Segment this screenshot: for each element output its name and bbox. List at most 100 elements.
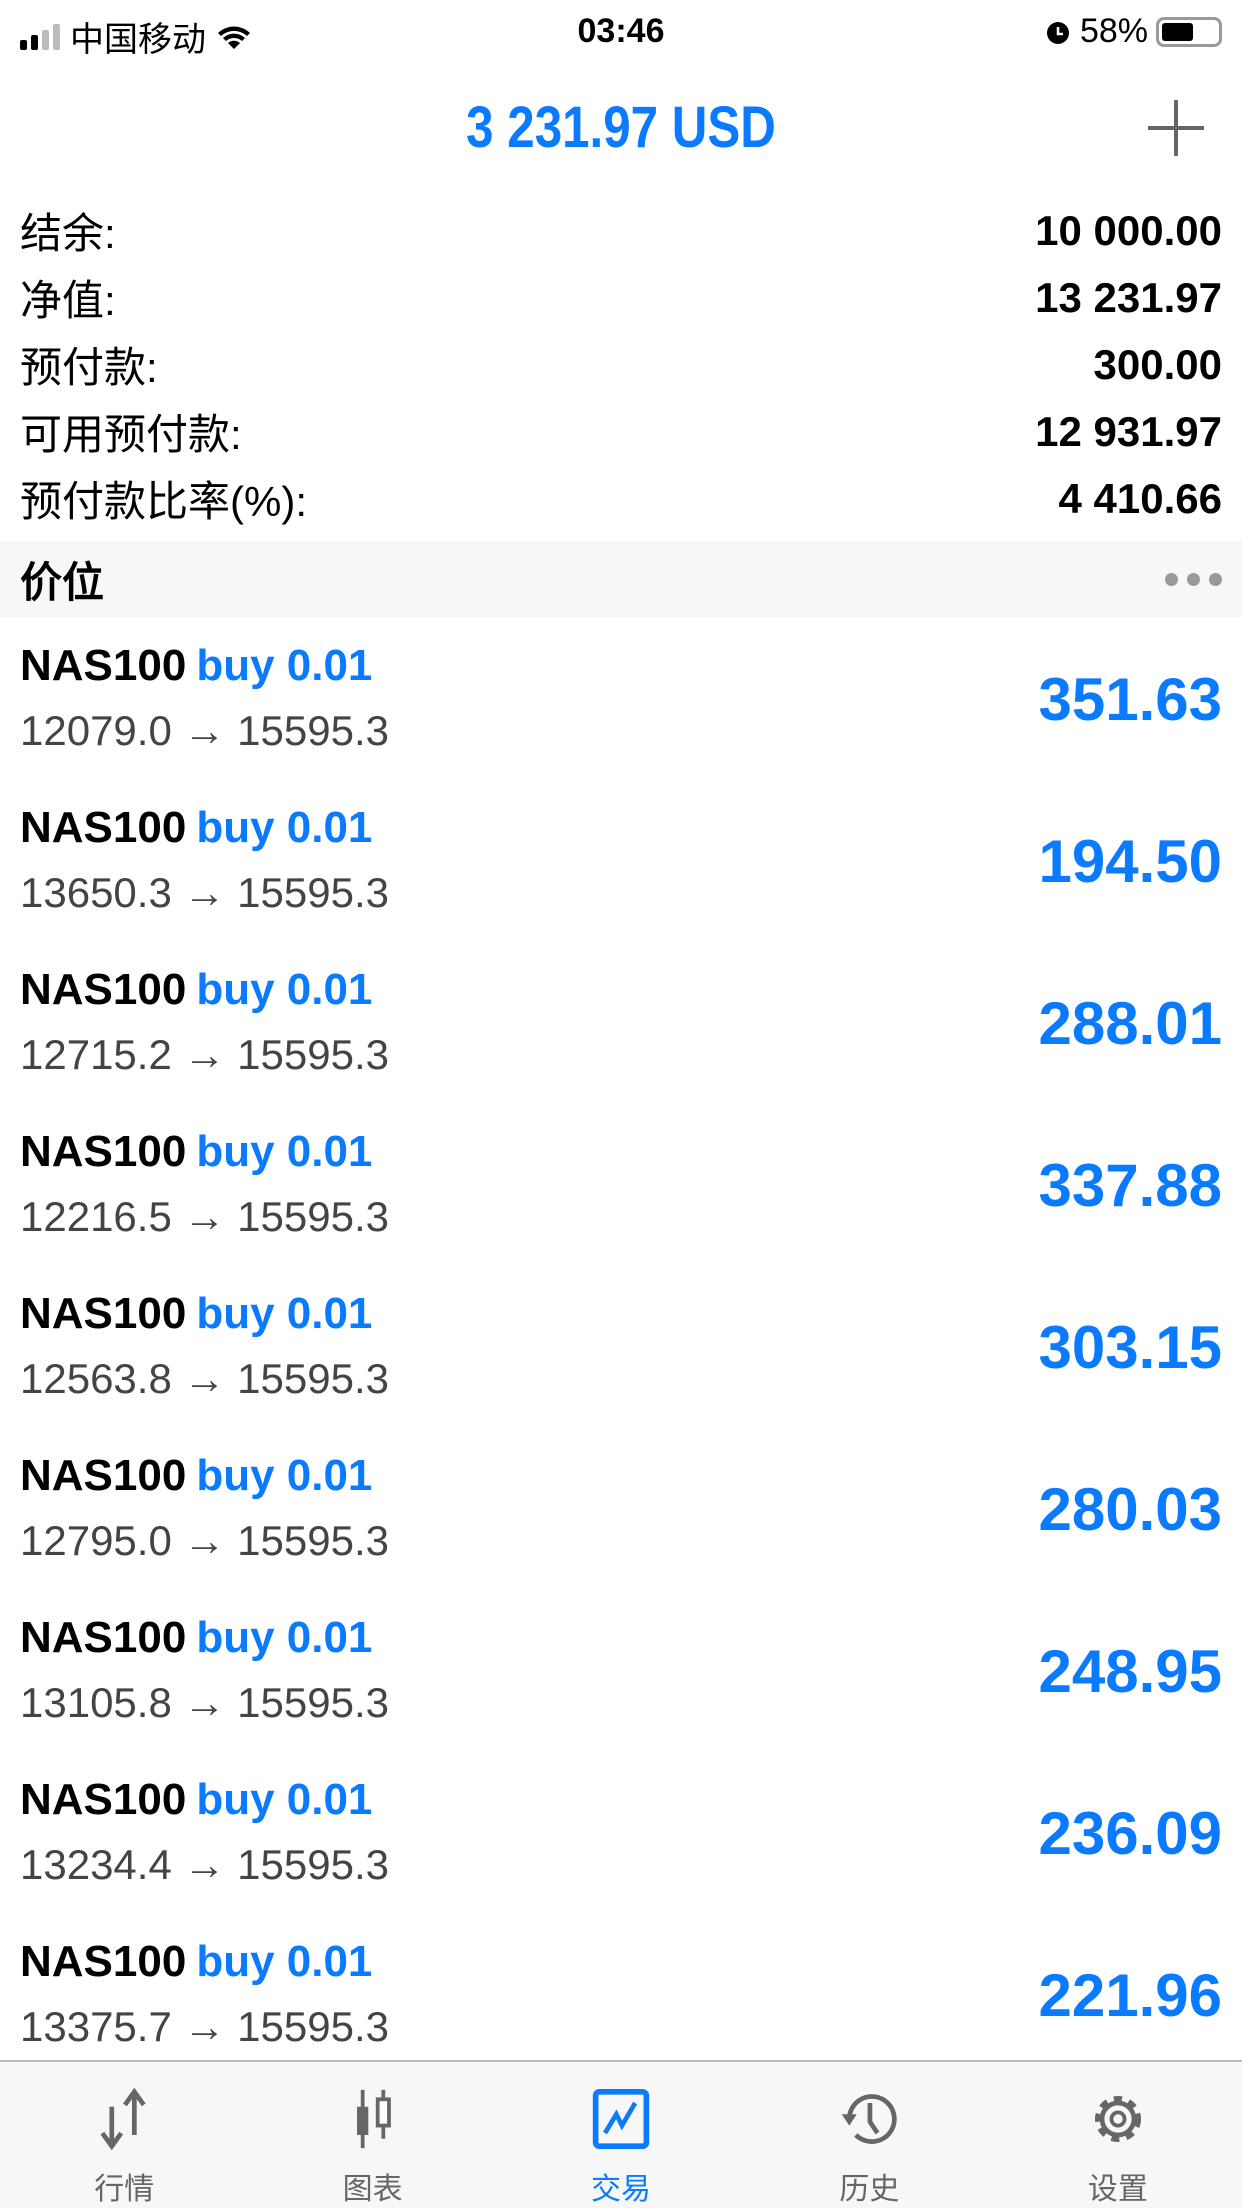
- battery-percent: 58%: [1079, 12, 1148, 50]
- position-side-volume: buy 0.01: [196, 1127, 373, 1176]
- position-title: NAS100 buy 0.01: [20, 1775, 372, 1825]
- summary-value: 12 931.97: [1035, 407, 1222, 455]
- alarm-icon: [1046, 21, 1069, 44]
- summary-value: 300.00: [1093, 340, 1222, 388]
- position-title: NAS100 buy 0.01: [20, 641, 372, 691]
- tab-settings[interactable]: 设置: [994, 2062, 1242, 2208]
- position-profit: 248.95: [1038, 1638, 1222, 1705]
- summary-row-equity: 净值: 13 231.97: [0, 264, 1242, 331]
- position-title: NAS100 buy 0.01: [20, 803, 372, 853]
- position-prices: 12715.2 → 15595.3: [20, 1031, 389, 1078]
- gear-icon: [1094, 2095, 1141, 2143]
- position-title: NAS100 buy 0.01: [20, 965, 372, 1015]
- position-profit: 194.50: [1038, 828, 1222, 895]
- signal-icon: [20, 23, 60, 50]
- history-clock-icon: [842, 2094, 898, 2144]
- position-row[interactable]: NAS100 buy 0.01 13105.8 → 15595.3 248.95: [0, 1591, 1242, 1753]
- position-profit: 303.15: [1038, 1314, 1222, 1381]
- position-prices: 13650.3 → 15595.3: [20, 869, 389, 916]
- wifi-icon: [218, 26, 250, 49]
- position-row[interactable]: NAS100 buy 0.01 12715.2 → 15595.3 288.01: [0, 943, 1242, 1105]
- position-prices: 13105.8 → 15595.3: [20, 1679, 389, 1726]
- tab-trade[interactable]: 交易: [497, 2062, 745, 2208]
- section-title: 价位: [20, 558, 105, 606]
- summary-label: 净值:: [20, 277, 116, 324]
- status-bar: 中国移动 03:46 58%: [0, 0, 1242, 64]
- position-row[interactable]: NAS100 buy 0.01 12079.0 → 15595.3 351.63: [0, 619, 1242, 781]
- tab-label: 图表: [342, 2173, 403, 2206]
- summary-row-margin-level: 预付款比率(%): 4 410.66: [0, 465, 1242, 532]
- position-profit: 280.03: [1038, 1476, 1222, 1543]
- position-profit: 288.01: [1038, 990, 1222, 1057]
- tab-label: 交易: [591, 2173, 652, 2206]
- summary-value: 4 410.66: [1058, 474, 1223, 522]
- tab-bar: 行情 图表 交易 历史 设置: [0, 2060, 1242, 2208]
- position-side-volume: buy 0.01: [196, 803, 373, 852]
- position-profit: 351.63: [1038, 666, 1222, 733]
- position-profit: 236.09: [1038, 1800, 1222, 1867]
- position-symbol: NAS100: [20, 1775, 187, 1824]
- summary-row-margin: 预付款: 300.00: [0, 331, 1242, 398]
- summary-value: 13 231.97: [1035, 273, 1222, 321]
- tab-label: 行情: [94, 2173, 155, 2206]
- position-title: NAS100 buy 0.01: [20, 1127, 372, 1177]
- position-side-volume: buy 0.01: [196, 1775, 373, 1824]
- position-prices: 12563.8 → 15595.3: [20, 1355, 389, 1402]
- position-symbol: NAS100: [20, 641, 187, 690]
- position-row[interactable]: NAS100 buy 0.01 13650.3 → 15595.3 194.50: [0, 781, 1242, 943]
- candlestick-chart-icon: [356, 2089, 391, 2149]
- position-side-volume: buy 0.01: [196, 641, 373, 690]
- position-prices: 12216.5 → 15595.3: [20, 1193, 389, 1240]
- position-symbol: NAS100: [20, 803, 187, 852]
- position-symbol: NAS100: [20, 1613, 187, 1662]
- position-row[interactable]: NAS100 buy 0.01 13375.7 → 15595.3 221.96: [0, 1915, 1242, 2077]
- tab-label: 历史: [839, 2173, 900, 2206]
- positions-list: NAS100 buy 0.01 12079.0 → 15595.3 351.63 NAS…: [0, 619, 1242, 2077]
- header: 3 231.97 USD: [0, 80, 1242, 170]
- position-title: NAS100 buy 0.01: [20, 1613, 372, 1663]
- position-symbol: NAS100: [20, 965, 187, 1014]
- position-title: NAS100 buy 0.01: [20, 1289, 372, 1339]
- quotes-arrows-icon: [100, 2088, 146, 2150]
- position-row[interactable]: NAS100 buy 0.01 12563.8 → 15595.3 303.15: [0, 1267, 1242, 1429]
- tab-quotes[interactable]: 行情: [0, 2062, 248, 2208]
- positions-header: 价位: [0, 541, 1242, 617]
- equity-title: 3 231.97 USD: [466, 95, 776, 160]
- trade-chart-icon: [592, 2088, 650, 2150]
- position-side-volume: buy 0.01: [196, 1451, 373, 1500]
- position-row[interactable]: NAS100 buy 0.01 12795.0 → 15595.3 280.03: [0, 1429, 1242, 1591]
- position-profit: 221.96: [1038, 1962, 1222, 2029]
- position-row[interactable]: NAS100 buy 0.01 13234.4 → 15595.3 236.09: [0, 1753, 1242, 1915]
- position-title: NAS100 buy 0.01: [20, 1451, 372, 1501]
- position-prices: 12795.0 → 15595.3: [20, 1517, 389, 1564]
- position-side-volume: buy 0.01: [196, 965, 373, 1014]
- position-symbol: NAS100: [20, 1937, 187, 1986]
- position-side-volume: buy 0.01: [196, 1937, 373, 1986]
- summary-label: 预付款:: [20, 344, 158, 391]
- position-prices: 13375.7 → 15595.3: [20, 2003, 389, 2050]
- position-symbol: NAS100: [20, 1289, 187, 1338]
- tab-chart[interactable]: 图表: [248, 2062, 496, 2208]
- plus-icon[interactable]: [1148, 100, 1204, 156]
- position-side-volume: buy 0.01: [196, 1289, 373, 1338]
- summary-label: 结余:: [20, 210, 116, 257]
- position-row[interactable]: NAS100 buy 0.01 12216.5 → 15595.3 337.88: [0, 1105, 1242, 1267]
- more-dots-icon[interactable]: [1165, 572, 1222, 586]
- position-title: NAS100 buy 0.01: [20, 1937, 372, 1987]
- position-profit: 337.88: [1038, 1152, 1222, 1219]
- carrier: 中国移动: [70, 21, 206, 59]
- battery-icon: [1156, 16, 1222, 47]
- tab-label: 设置: [1087, 2173, 1148, 2206]
- position-prices: 13234.4 → 15595.3: [20, 1841, 389, 1888]
- position-prices: 12079.0 → 15595.3: [20, 707, 389, 754]
- summary-row-free-margin: 可用预付款: 12 931.97: [0, 398, 1242, 465]
- position-side-volume: buy 0.01: [196, 1613, 373, 1662]
- summary-label: 可用预付款:: [20, 411, 242, 458]
- summary-row-balance: 结余: 10 000.00: [0, 197, 1242, 264]
- tab-history[interactable]: 历史: [745, 2062, 993, 2208]
- summary-value: 10 000.00: [1035, 206, 1222, 254]
- clock: 03:46: [577, 12, 665, 50]
- account-summary: 结余: 10 000.00 净值: 13 231.97 预付款: 300.00 可用预…: [0, 197, 1242, 532]
- position-symbol: NAS100: [20, 1127, 187, 1176]
- summary-label: 预付款比率(%):: [20, 478, 307, 525]
